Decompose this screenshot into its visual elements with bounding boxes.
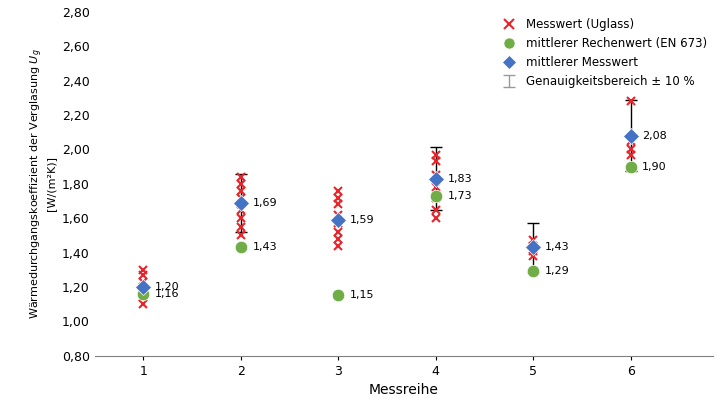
Text: 1,43: 1,43: [545, 242, 569, 252]
Y-axis label: Wärmedurchgangskoeffizient der Verglasung $U_g$
[W/(m²K)]: Wärmedurchgangskoeffizient der Verglasun…: [28, 48, 56, 319]
Text: 1,29: 1,29: [545, 266, 569, 276]
Text: 1,15: 1,15: [350, 290, 374, 301]
Text: 1,73: 1,73: [448, 191, 472, 201]
Legend: Messwert (Uglass), mittlerer Rechenwert (EN 673), mittlerer Messwert, Genauigkei: Messwert (Uglass), mittlerer Rechenwert …: [497, 18, 708, 88]
Text: 1,20: 1,20: [155, 282, 180, 292]
X-axis label: Messreihe: Messreihe: [369, 383, 439, 397]
Text: 1,69: 1,69: [253, 198, 277, 208]
Text: 1,83: 1,83: [448, 174, 472, 184]
Text: 1,16: 1,16: [155, 289, 180, 299]
Text: 1,90: 1,90: [642, 162, 667, 172]
Text: 1,59: 1,59: [350, 215, 375, 225]
Text: 1,43: 1,43: [253, 242, 277, 252]
Text: 2,08: 2,08: [642, 131, 667, 141]
